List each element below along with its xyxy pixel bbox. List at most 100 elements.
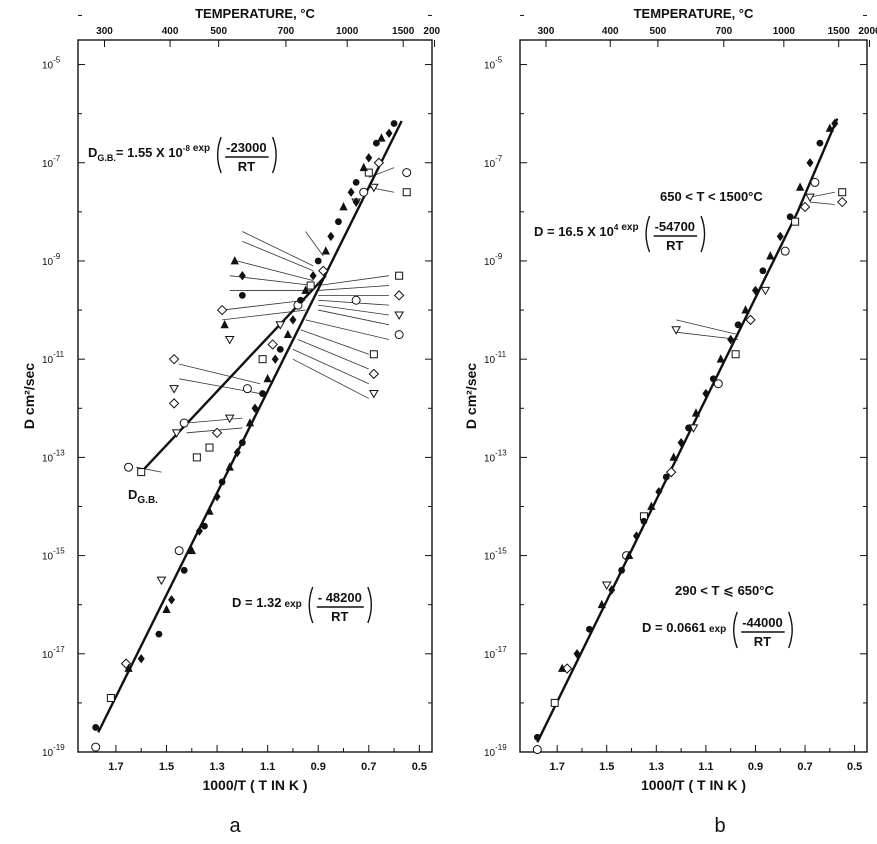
y-tick-label: 10-11 (42, 350, 65, 366)
data-point-open-diamond (216, 304, 228, 316)
data-point-open-triangle (156, 576, 167, 586)
data-point-open-diamond (168, 398, 180, 409)
data-point-open-triangle (224, 414, 235, 424)
data-point-filled-circle (585, 625, 593, 633)
gb-paren-right (271, 136, 277, 174)
gb-exp-fn: exp (193, 143, 210, 154)
data-point-open-square (791, 217, 800, 226)
data-point-filled-triangle (283, 329, 293, 339)
data-point-filled-diamond (365, 153, 373, 163)
data-point-filled-triangle (741, 305, 750, 314)
y-tick-exponent: -15 (53, 547, 65, 556)
top-tick-label: 700 (278, 26, 295, 37)
data-point-open-triangle (368, 183, 379, 193)
data-point-open-circle (810, 177, 820, 187)
data-point-filled-triangle (377, 133, 386, 142)
y-tick-exponent: -19 (53, 743, 65, 752)
lattice-equation: D = 1.32 exp - 48200 RT (232, 586, 373, 624)
data-point-open-circle (91, 742, 101, 752)
top-tick-label: 300 (538, 26, 555, 37)
y-tick-label: 10-7 (484, 154, 503, 170)
y-tick-label: 10-17 (42, 645, 65, 661)
data-point-open-diamond (211, 427, 223, 439)
y-tick-label: 10-15 (42, 547, 65, 563)
x-tick-label: 0.7 (797, 761, 812, 773)
high-temperature-range: 650 < T < 1500°C (660, 189, 763, 204)
data-point-filled-circle (155, 630, 163, 638)
gb-mid: = 1.55 X 10 (116, 145, 183, 160)
low-paren-right (788, 611, 793, 649)
lattice-denominator: RT (331, 609, 348, 624)
y-tick-exponent: -5 (495, 56, 503, 65)
data-point-open-diamond (318, 265, 329, 276)
data-point-open-diamond (393, 290, 405, 301)
y-tick-exponent: -9 (495, 252, 503, 261)
x-tick-label: 0.5 (412, 761, 427, 773)
high-paren-left (645, 215, 651, 253)
leader-line (676, 319, 739, 336)
data-point-filled-diamond (195, 526, 203, 536)
data-point-open-circle (713, 379, 723, 389)
data-point-open-square (395, 271, 404, 280)
data-point-open-triangle (368, 390, 379, 399)
data-point-open-triangle (760, 286, 771, 296)
data-point-filled-circle (390, 120, 398, 127)
data-point-filled-circle (297, 296, 304, 304)
data-point-filled-diamond (137, 654, 145, 664)
leader-line (368, 167, 395, 178)
low-temperature-range: 290 < T ⩽ 650°C (675, 583, 774, 598)
data-point-open-circle (124, 462, 134, 472)
data-point-open-circle (394, 330, 404, 340)
data-point-filled-diamond (751, 285, 759, 296)
data-point-filled-circle (335, 218, 342, 226)
leader-line (318, 304, 390, 316)
lattice-lhs: D = 1.32 exp (232, 595, 302, 610)
data-point-open-square (258, 355, 267, 364)
x-tick-label: 0.9 (748, 761, 763, 773)
data-point-filled-diamond (702, 388, 710, 399)
top-tick-label: 1500 (828, 26, 851, 37)
gb-curve-label-subscript: G.B. (137, 495, 158, 506)
data-point-filled-triangle (263, 373, 272, 383)
data-point-filled-diamond (677, 437, 685, 448)
x-tick-label: 1.5 (159, 761, 174, 773)
data-point-filled-circle (662, 473, 670, 481)
x-tick-label: 0.7 (361, 761, 376, 773)
y-tick-exponent: -17 (495, 645, 507, 654)
data-point-filled-circle (816, 139, 824, 147)
y-tick-exponent: -7 (495, 154, 503, 163)
data-point-filled-triangle (245, 418, 255, 427)
data-point-filled-triangle (187, 545, 196, 555)
chart-panel-b: 1.7 1.5 1.3 1.1 0.9 0.7 0.5 300 400 500 700 1000 150… (440, 0, 877, 839)
data-point-filled-diamond (168, 595, 176, 605)
data-point-filled-circle (685, 424, 692, 432)
x-axis-title: 1000/T ( T IN K ) (641, 777, 746, 793)
data-point-filled-circle (238, 439, 246, 447)
data-point-filled-triangle (624, 550, 634, 559)
x-tick-label: 1.1 (698, 761, 713, 773)
data-point-open-diamond (745, 314, 756, 326)
x-tick-label: 1.5 (599, 761, 614, 773)
fit-line-high-temperature (796, 118, 839, 213)
data-point-open-circle (351, 295, 361, 305)
data-point-open-square (205, 443, 214, 452)
y-tick-exponent: -13 (495, 448, 507, 457)
data-point-filled-diamond (271, 354, 279, 364)
low-equation: D = 0.0661 exp -44000 RT (642, 611, 793, 649)
data-point-filled-diamond (655, 487, 663, 497)
data-point-filled-diamond (831, 118, 839, 129)
data-point-filled-circle (786, 213, 794, 221)
data-point-filled-diamond (309, 271, 317, 281)
leader-line (222, 299, 306, 311)
plot-frame (519, 39, 868, 753)
data-point-open-diamond (665, 466, 677, 478)
gb-exponent: -8 (183, 144, 191, 153)
top-axis-title: TEMPERATURE, °C (195, 6, 315, 21)
data-point-open-diamond (267, 339, 278, 350)
data-point-filled-triangle (795, 182, 805, 191)
plot-frame (77, 39, 433, 753)
y-tick-exponent: -13 (53, 448, 65, 457)
y-tick-label: 10-5 (42, 56, 61, 72)
gb-denominator: RT (238, 159, 255, 174)
data-point-open-square (731, 350, 740, 359)
